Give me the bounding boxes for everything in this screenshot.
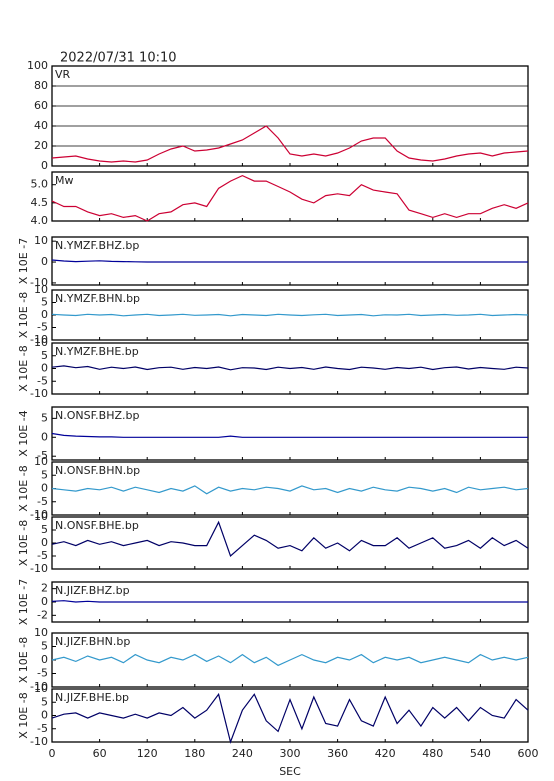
trace bbox=[51, 313, 529, 317]
x-tick-label: 540 bbox=[470, 747, 491, 760]
panel-title: N.YMZF.BHZ.bp bbox=[55, 239, 139, 252]
y-axis-label: X 10E -8 bbox=[17, 292, 30, 338]
panel-title: N.ONSF.BHZ.bp bbox=[55, 409, 139, 422]
y-axis-label: X 10E -7 bbox=[17, 579, 30, 625]
x-tick-label: 60 bbox=[93, 747, 107, 760]
panel-title: N.JIZF.BHZ.bp bbox=[55, 584, 130, 597]
y-axis-label: X 10E -8 bbox=[17, 520, 30, 566]
trace bbox=[51, 600, 528, 603]
y-tick-label: -5 bbox=[37, 449, 48, 462]
panel-title: N.JIZF.BHN.bp bbox=[55, 635, 130, 648]
y-tick-label: 10 bbox=[34, 510, 48, 523]
panel-title: N.ONSF.BHN.bp bbox=[55, 464, 140, 477]
y-tick-label: -5 bbox=[37, 495, 48, 508]
panel-title: N.JIZF.BHE.bp bbox=[55, 691, 129, 704]
x-tick-label: 300 bbox=[280, 747, 301, 760]
y-tick-label: 0 bbox=[41, 430, 48, 443]
y-tick-label: 5 bbox=[41, 411, 48, 424]
panel-title: Mw bbox=[55, 174, 74, 187]
y-tick-label: 0 bbox=[41, 159, 48, 172]
y-tick-label: 0 bbox=[41, 255, 48, 268]
figure-title: 2022/07/31 10:10 bbox=[60, 51, 177, 66]
y-tick-label: 0 bbox=[41, 709, 48, 722]
y-tick-label: -10 bbox=[30, 387, 48, 400]
y-tick-label: -10 bbox=[30, 680, 48, 693]
trace bbox=[51, 365, 529, 371]
y-tick-label: 5 bbox=[41, 695, 48, 708]
y-tick-label: 5 bbox=[41, 640, 48, 653]
y-tick-label: 10 bbox=[34, 455, 48, 468]
x-tick-label: 120 bbox=[137, 747, 158, 760]
x-tick-label: 360 bbox=[327, 747, 348, 760]
trace bbox=[51, 432, 528, 438]
trace bbox=[51, 485, 529, 495]
y-tick-label: 100 bbox=[27, 59, 48, 72]
y-tick-label: -5 bbox=[37, 667, 48, 680]
y-tick-label: 40 bbox=[34, 119, 48, 132]
x-tick-label: 240 bbox=[232, 747, 253, 760]
y-tick-label: -10 bbox=[30, 508, 48, 521]
trace bbox=[51, 259, 528, 263]
plot-frame bbox=[51, 65, 529, 167]
y-tick-label: 0 bbox=[41, 536, 48, 549]
y-axis-label: X 10E -4 bbox=[17, 410, 30, 456]
y-tick-label: -5 bbox=[37, 374, 48, 387]
y-tick-label: -5 bbox=[37, 321, 48, 334]
y-tick-label: 2 bbox=[41, 582, 48, 595]
y-tick-label: 4.5 bbox=[31, 196, 49, 209]
trace bbox=[51, 174, 529, 222]
y-axis-label: X 10E -8 bbox=[17, 692, 30, 738]
y-tick-label: 4.0 bbox=[31, 214, 49, 227]
y-axis-label: X 10E -8 bbox=[17, 465, 30, 511]
trace bbox=[51, 692, 529, 745]
panel-title: N.YMZF.BHN.bp bbox=[55, 292, 140, 305]
panel-title: N.ONSF.BHE.bp bbox=[55, 519, 139, 532]
x-tick-label: 480 bbox=[422, 747, 443, 760]
y-axis-label: X 10E -7 bbox=[17, 238, 30, 284]
y-tick-label: 20 bbox=[34, 139, 48, 152]
y-tick-label: 80 bbox=[34, 79, 48, 92]
panel-title: N.YMZF.BHE.bp bbox=[55, 345, 139, 358]
y-tick-label: 10 bbox=[34, 234, 48, 247]
y-tick-label: 0 bbox=[41, 653, 48, 666]
y-tick-label: -5 bbox=[37, 549, 48, 562]
trace bbox=[51, 520, 529, 558]
y-tick-label: -10 bbox=[30, 735, 48, 748]
panel-title: VR bbox=[55, 68, 71, 81]
y-tick-label: 5.0 bbox=[31, 178, 49, 191]
x-tick-label: 180 bbox=[184, 747, 205, 760]
y-tick-label: -10 bbox=[30, 562, 48, 575]
y-tick-label: 0 bbox=[41, 308, 48, 321]
y-axis-label: X 10E -8 bbox=[17, 637, 30, 683]
y-tick-label: -5 bbox=[37, 722, 48, 735]
y-tick-label: -10 bbox=[30, 276, 48, 289]
y-tick-label: 0 bbox=[41, 482, 48, 495]
x-tick-label: 420 bbox=[375, 747, 396, 760]
plot-frame bbox=[51, 171, 529, 222]
y-tick-label: 10 bbox=[34, 283, 48, 296]
y-tick-label: 60 bbox=[34, 99, 48, 112]
x-tick-label: 0 bbox=[49, 747, 56, 760]
y-tick-label: -2 bbox=[37, 608, 48, 621]
x-tick-label: 600 bbox=[518, 747, 539, 760]
y-tick-label: 5 bbox=[41, 523, 48, 536]
y-tick-label: -10 bbox=[30, 333, 48, 346]
y-tick-label: 0 bbox=[41, 595, 48, 608]
y-tick-label: 5 bbox=[41, 296, 48, 309]
y-tick-label: 0 bbox=[41, 362, 48, 375]
trace bbox=[51, 125, 529, 163]
x-axis-label: SEC bbox=[279, 765, 301, 778]
y-axis-label: X 10E -8 bbox=[17, 345, 30, 391]
y-tick-label: 10 bbox=[34, 682, 48, 695]
y-tick-label: 10 bbox=[34, 336, 48, 349]
trace bbox=[51, 653, 529, 667]
y-tick-label: 5 bbox=[41, 349, 48, 362]
y-tick-label: 5 bbox=[41, 468, 48, 481]
y-tick-label: 10 bbox=[34, 626, 48, 639]
